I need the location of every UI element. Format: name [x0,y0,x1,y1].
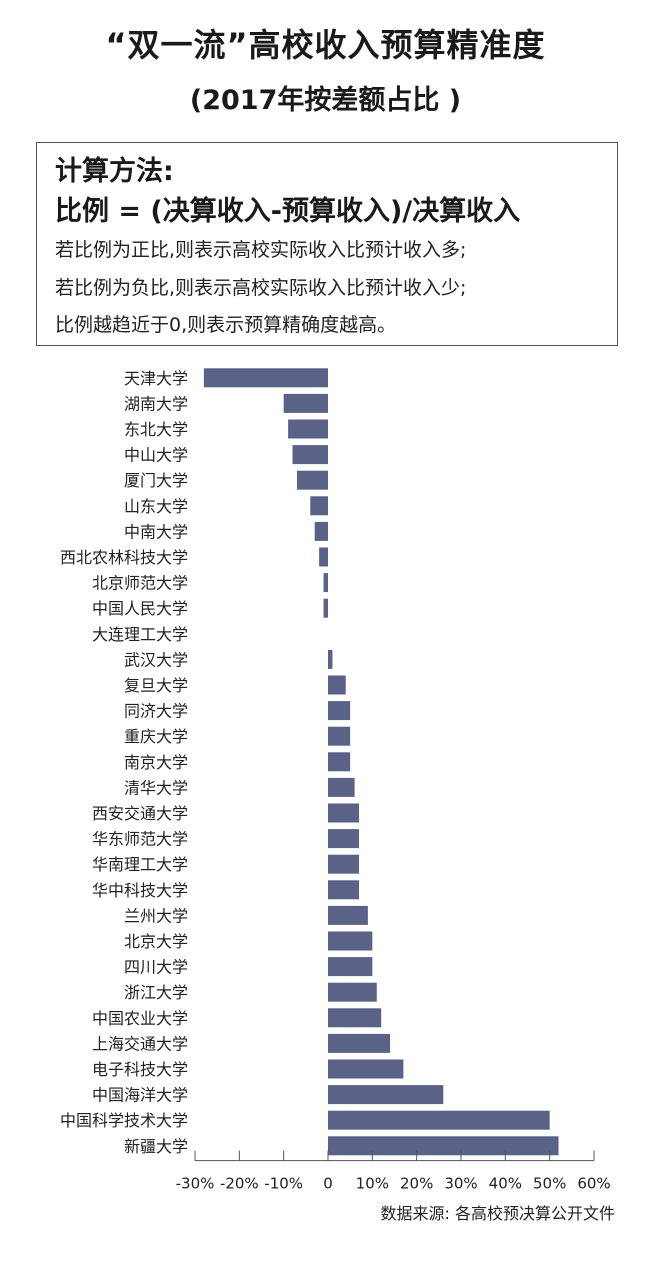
x-tick-label: 20% [400,1175,433,1193]
category-label: 上海交通大学 [92,1034,188,1053]
category-label: 中国人民大学 [92,599,188,618]
source-note: 数据来源: 各高校预决算公开文件 [380,1204,615,1223]
bar-山东大学 [310,496,328,516]
bar-中国农业大学 [328,1008,382,1028]
bar-中国科学技术大学 [328,1110,550,1130]
category-label: 中国科学技术大学 [60,1111,188,1130]
category-label: 武汉大学 [124,650,188,669]
category-label: 西安交通大学 [92,804,188,823]
bar-华东师范大学 [328,829,360,849]
bar-厦门大学 [296,470,328,490]
x-tick-label: 60% [577,1175,610,1193]
method-line-positive: 若比例为正比,则表示高校实际收入比预计收入多; [55,239,467,261]
category-label: 电子科技大学 [92,1060,188,1079]
bar-中南大学 [314,521,328,541]
bar-重庆大学 [328,726,351,746]
category-label: 新疆大学 [124,1137,188,1156]
method-line-negative: 若比例为负比,则表示高校实际收入比预计收入少; [55,277,467,299]
category-label: 天津大学 [124,369,188,388]
bar-湖南大学 [283,393,328,413]
x-tick-label: 30% [444,1175,477,1193]
category-label: 清华大学 [124,778,188,797]
bar-中国人民大学 [323,598,328,618]
x-tick-label: -30% [176,1175,215,1193]
category-label: 同济大学 [124,702,188,721]
x-tick-label: 0 [323,1175,333,1193]
x-tick-label: 50% [533,1175,566,1193]
category-label: 复旦大学 [124,676,188,695]
category-label: 中山大学 [124,446,188,465]
category-label: 兰州大学 [124,906,188,925]
x-tick-label: 10% [356,1175,389,1193]
x-tick-label: -20% [220,1175,259,1193]
bar-同济大学 [328,701,351,721]
category-label: 大连理工大学 [92,625,188,644]
bar-清华大学 [328,777,355,797]
bar-华中科技大学 [328,880,360,900]
category-label: 南京大学 [124,753,188,772]
bar-北京大学 [328,931,373,951]
bar-chart: 天津大学湖南大学东北大学中山大学厦门大学山东大学中南大学西北农林科技大学北京师范… [60,368,611,1193]
category-label: 华东师范大学 [92,830,188,849]
bar-武汉大学 [328,649,333,669]
category-label: 湖南大学 [124,394,188,413]
bar-华南理工大学 [328,854,360,874]
x-tick-label: -10% [264,1175,303,1193]
bar-中国海洋大学 [328,1085,444,1105]
method-heading: 计算方法: [55,156,174,187]
category-label: 浙江大学 [124,983,188,1002]
category-label: 北京师范大学 [92,574,188,593]
bar-西北农林科技大学 [319,547,328,567]
category-label: 中国农业大学 [92,1009,188,1028]
bar-南京大学 [328,752,351,772]
bar-东北大学 [288,419,328,439]
bar-北京师范大学 [323,573,328,593]
bar-中山大学 [292,445,328,465]
category-label: 四川大学 [124,958,188,977]
bar-新疆大学 [328,1136,559,1156]
bar-兰州大学 [328,905,368,925]
chart-subtitle: (2017年按差额占比 ) [189,85,462,116]
category-label: 中南大学 [124,522,188,541]
category-label: 华南理工大学 [92,855,188,874]
bar-浙江大学 [328,982,377,1002]
bar-四川大学 [328,957,373,977]
method-box: 计算方法: 比例 = (决算收入-预算收入)/决算收入 若比例为正比,则表示高校… [36,142,618,346]
category-label: 重庆大学 [124,727,188,746]
bar-上海交通大学 [328,1033,391,1053]
category-label: 山东大学 [124,497,188,516]
bar-电子科技大学 [328,1059,404,1079]
category-label: 华中科技大学 [92,881,188,900]
category-label: 东北大学 [124,420,188,439]
category-label: 西北农林科技大学 [60,548,188,567]
bar-天津大学 [203,368,328,388]
x-tick-label: 40% [489,1175,522,1193]
category-label: 中国海洋大学 [92,1086,188,1105]
chart-title: “双一流”高校收入预算精准度 [105,26,546,64]
method-formula: 比例 = (决算收入-预算收入)/决算收入 [55,196,521,227]
method-line-zero: 比例越趋近于0,则表示预算精确度越高。 [55,314,397,336]
category-label: 北京大学 [124,932,188,951]
bar-西安交通大学 [328,803,360,823]
category-label: 厦门大学 [124,471,188,490]
bar-复旦大学 [328,675,346,695]
